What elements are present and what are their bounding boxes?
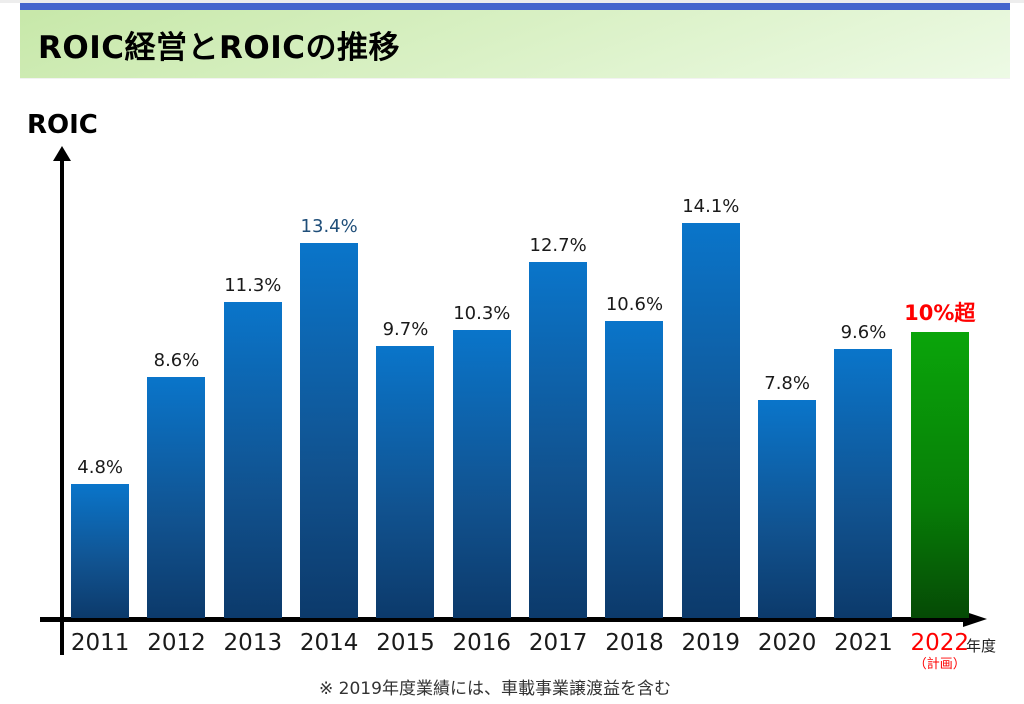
x-tick-2018: 2018 — [596, 630, 672, 672]
x-axis-line — [40, 617, 965, 622]
bar-2022 — [910, 332, 969, 618]
page-title: ROIC経営とROICの推移 — [38, 30, 401, 66]
x-tick-2012: 2012 — [138, 630, 214, 672]
bar-2013 — [223, 301, 282, 618]
top-edge-strip — [0, 0, 1024, 3]
bar-2016 — [452, 329, 511, 618]
chart-footnote: ※ 2019年度業績には、車載事業譲渡益を含む — [319, 679, 671, 699]
bar-slot-2016: 10.3% — [444, 118, 520, 618]
x-tick-year-label: 2020 — [757, 630, 817, 656]
bar-slot-2012: 8.6% — [138, 118, 214, 618]
bar-2012 — [147, 377, 206, 618]
x-tick-year-label: 2011 — [70, 630, 130, 656]
bar-value-label: 13.4% — [300, 215, 358, 237]
x-tick-year-label: 2021 — [834, 630, 893, 656]
x-tick-year-label: 2018 — [605, 630, 664, 656]
bar-2015 — [376, 346, 435, 618]
x-tick-2014: 2014 — [291, 630, 367, 672]
slide-header: ROIC経営とROICの推移 — [20, 3, 1010, 78]
bar-2019 — [681, 223, 740, 618]
bar-slot-2015: 9.7% — [367, 118, 443, 618]
bar-slot-2022: 10%超 — [902, 118, 978, 618]
x-axis-unit-label: 年度 — [966, 637, 997, 655]
x-tick-2020: 2020 — [749, 630, 825, 672]
bar-slot-2011: 4.8% — [62, 118, 138, 618]
y-axis-arrowhead-icon — [53, 146, 71, 161]
bar-2011 — [71, 483, 130, 618]
x-tick-year-label: 2022 — [910, 630, 970, 656]
bar-value-label: 9.7% — [382, 319, 429, 341]
x-ticks-row: 2011 2012 2013 2014 2015 2016 2017 2018 … — [62, 630, 978, 672]
x-tick-2019: 2019 — [673, 630, 749, 672]
x-tick-year-label: 2019 — [681, 630, 741, 656]
bar-value-label: 10.3% — [453, 302, 511, 324]
x-axis-arrowhead-icon — [963, 611, 987, 627]
y-axis-line — [60, 160, 64, 655]
bar-slot-2020: 7.8% — [749, 118, 825, 618]
bar-2014 — [300, 242, 359, 618]
bar-2020 — [758, 399, 817, 618]
bar-value-label: 14.1% — [682, 196, 740, 218]
x-tick-note-label: （計画） — [913, 656, 966, 672]
bar-2017 — [529, 262, 588, 618]
bar-value-label: 8.6% — [153, 350, 200, 372]
x-tick-year-label: 2013 — [223, 630, 283, 656]
bar-value-label: 7.8% — [764, 372, 810, 394]
x-tick-year-label: 2015 — [376, 630, 435, 656]
bar-value-label: 10%超 — [904, 301, 976, 326]
x-tick-2013: 2013 — [215, 630, 291, 672]
x-tick-2015: 2015 — [367, 630, 443, 672]
bar-slot-2014: 13.4% — [291, 118, 367, 618]
bar-2018 — [605, 321, 664, 618]
bar-slot-2017: 12.7% — [520, 118, 596, 618]
x-tick-year-label: 2017 — [528, 630, 588, 656]
x-tick-2021: 2021 — [825, 630, 901, 672]
bar-value-label: 12.7% — [529, 235, 587, 257]
bar-slot-2019: 14.1% — [673, 118, 749, 618]
bars-row: 4.8% 8.6% 11.3% 13.4% 9.7% 10.3% 12.7% 1… — [62, 118, 978, 618]
bar-value-label: 9.6% — [840, 322, 887, 344]
x-tick-2022: 2022 （計画） — [902, 630, 978, 672]
bar-value-label: 4.8% — [77, 456, 124, 478]
x-tick-2011: 2011 — [62, 630, 138, 672]
bar-value-label: 10.6% — [605, 294, 664, 316]
bar-slot-2013: 11.3% — [215, 118, 291, 618]
x-tick-year-label: 2016 — [452, 630, 512, 656]
y-axis-label: ROIC — [27, 110, 98, 140]
bar-2021 — [834, 349, 893, 618]
bar-slot-2018: 10.6% — [596, 118, 672, 618]
x-tick-year-label: 2014 — [299, 630, 359, 656]
x-tick-year-label: 2012 — [147, 630, 206, 656]
x-tick-2017: 2017 — [520, 630, 596, 672]
x-tick-2016: 2016 — [444, 630, 520, 672]
bar-slot-2021: 9.6% — [825, 118, 901, 618]
bar-value-label: 11.3% — [224, 274, 282, 296]
